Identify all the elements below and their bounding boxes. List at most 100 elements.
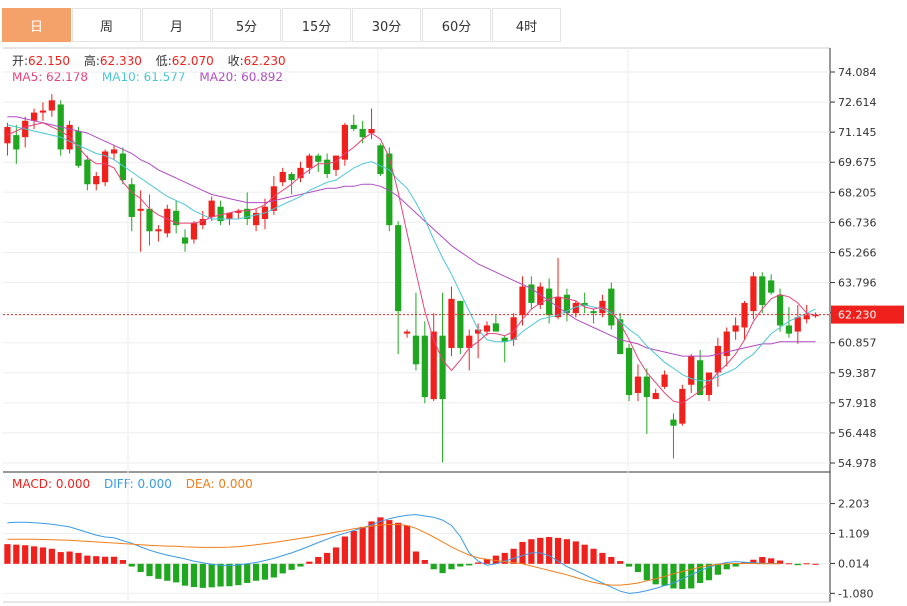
macd-bar-71 bbox=[634, 563, 642, 573]
ohlc-legend: 开:62.150 高:62.330 低:62.070 收:62.230 bbox=[12, 52, 296, 69]
tab-3[interactable]: 5分 bbox=[212, 8, 281, 42]
candle-body-21 bbox=[190, 223, 198, 240]
macd-bar-77 bbox=[688, 563, 695, 589]
tab-7[interactable]: 4时 bbox=[492, 8, 561, 42]
close-value: 62.230 bbox=[243, 54, 286, 68]
macd-bar-8 bbox=[75, 552, 82, 564]
macd-y-tick-label-1: 1.109 bbox=[838, 528, 870, 541]
tab-1[interactable]: 周 bbox=[72, 8, 141, 42]
tab-2[interactable]: 月 bbox=[142, 8, 211, 42]
macd-bar-50 bbox=[448, 563, 455, 570]
macd-bar-42 bbox=[377, 517, 384, 564]
candle-body-32 bbox=[288, 173, 295, 181]
candle-body-23 bbox=[208, 200, 215, 217]
candle-body-56 bbox=[501, 337, 508, 342]
macd-bar-89 bbox=[794, 563, 801, 566]
macd-bar-5 bbox=[48, 548, 55, 564]
tab-0[interactable]: 日 bbox=[2, 8, 71, 42]
macd-bar-88 bbox=[785, 563, 793, 565]
candle-body-71 bbox=[634, 376, 642, 393]
candle-body-43 bbox=[386, 153, 393, 226]
candle-body-12 bbox=[110, 149, 118, 154]
candle-body-74 bbox=[661, 374, 668, 387]
macd-legend-dea: DEA: 0.000 bbox=[185, 477, 253, 491]
current-price-label: 62.230 bbox=[838, 309, 877, 322]
macd-bar-79 bbox=[705, 563, 713, 581]
macd-bar-44 bbox=[395, 522, 402, 564]
candle-body-48 bbox=[430, 331, 437, 400]
macd-legend: MACD: 0.000 DIFF: 0.000 DEA: 0.000 bbox=[12, 477, 263, 491]
macd-bar-18 bbox=[164, 563, 171, 581]
candle-body-25 bbox=[226, 212, 233, 220]
macd-bar-27 bbox=[244, 563, 251, 583]
macd-bar-12 bbox=[110, 556, 118, 564]
candle-body-19 bbox=[173, 210, 180, 226]
candle-body-87 bbox=[776, 294, 784, 326]
candle-body-51 bbox=[457, 300, 464, 348]
candle-body-72 bbox=[643, 376, 650, 398]
y-tick-label-2: 71.145 bbox=[838, 126, 877, 139]
y-tick-label-4: 68.205 bbox=[838, 186, 877, 199]
macd-bar-46 bbox=[412, 551, 420, 564]
candle-body-31 bbox=[279, 171, 286, 183]
candle-body-54 bbox=[483, 325, 491, 332]
macd-bar-4 bbox=[39, 547, 47, 564]
candle-body-41 bbox=[368, 128, 375, 134]
macd-bar-48 bbox=[430, 563, 437, 570]
candle-body-45 bbox=[403, 331, 411, 334]
y-tick-label-3: 69.675 bbox=[838, 156, 877, 169]
candle-body-61 bbox=[546, 288, 553, 316]
candle-body-49 bbox=[439, 335, 446, 400]
candle-body-68 bbox=[608, 288, 615, 326]
candle-body-27 bbox=[244, 208, 251, 220]
y-tick-label-1: 72.614 bbox=[838, 96, 877, 109]
macd-bar-0 bbox=[4, 544, 11, 564]
macd-bar-36 bbox=[324, 552, 331, 564]
candle-body-18 bbox=[164, 208, 171, 234]
macd-bar-2 bbox=[22, 545, 29, 564]
candle-body-36 bbox=[324, 159, 331, 174]
macd-bar-78 bbox=[697, 563, 704, 583]
candle-body-47 bbox=[421, 335, 428, 398]
macd-bar-21 bbox=[190, 563, 198, 588]
candle-body-79 bbox=[705, 372, 713, 396]
macd-bar-28 bbox=[252, 563, 260, 581]
tab-6[interactable]: 60分 bbox=[422, 8, 491, 42]
open-label: 开: bbox=[12, 54, 29, 68]
y-tick-label-13: 54.978 bbox=[838, 457, 877, 470]
macd-bar-80 bbox=[714, 563, 721, 575]
candle-body-9 bbox=[84, 159, 91, 185]
candle-body-17 bbox=[155, 229, 162, 232]
macd-bar-63 bbox=[563, 539, 571, 564]
candle-body-42 bbox=[377, 145, 384, 174]
macd-bar-35 bbox=[315, 556, 322, 564]
timeframe-tabs: 日周月 5分 15分 30分 60分 4时 bbox=[2, 8, 562, 42]
macd-bar-16 bbox=[146, 563, 153, 577]
candle-body-73 bbox=[652, 392, 659, 400]
candle-body-10 bbox=[93, 176, 100, 185]
macd-bar-69 bbox=[617, 561, 624, 564]
macd-bar-56 bbox=[501, 552, 508, 564]
candle-body-91 bbox=[812, 314, 819, 317]
macd-bar-67 bbox=[599, 552, 606, 564]
macd-bar-66 bbox=[590, 548, 597, 564]
tab-5[interactable]: 30分 bbox=[352, 8, 421, 42]
candle-body-22 bbox=[199, 219, 206, 226]
candle-body-59 bbox=[528, 284, 535, 303]
candle-body-66 bbox=[590, 311, 597, 314]
candle-body-82 bbox=[732, 325, 739, 332]
macd-bar-68 bbox=[608, 556, 615, 564]
low-value: 62.070 bbox=[171, 54, 214, 68]
y-tick-label-7: 63.796 bbox=[838, 277, 877, 290]
candle-body-1 bbox=[13, 135, 20, 150]
candle-body-55 bbox=[492, 323, 499, 332]
ma10-line bbox=[7, 124, 816, 382]
macd-bar-76 bbox=[679, 563, 686, 589]
y-tick-label-0: 74.084 bbox=[838, 66, 877, 79]
macd-y-tick-label-3: -1.080 bbox=[838, 587, 873, 600]
tab-4[interactable]: 15分 bbox=[282, 8, 351, 42]
macd-legend-macd: MACD: 0.000 bbox=[12, 477, 91, 491]
candle-body-86 bbox=[768, 280, 775, 293]
high-value: 62.330 bbox=[99, 54, 142, 68]
